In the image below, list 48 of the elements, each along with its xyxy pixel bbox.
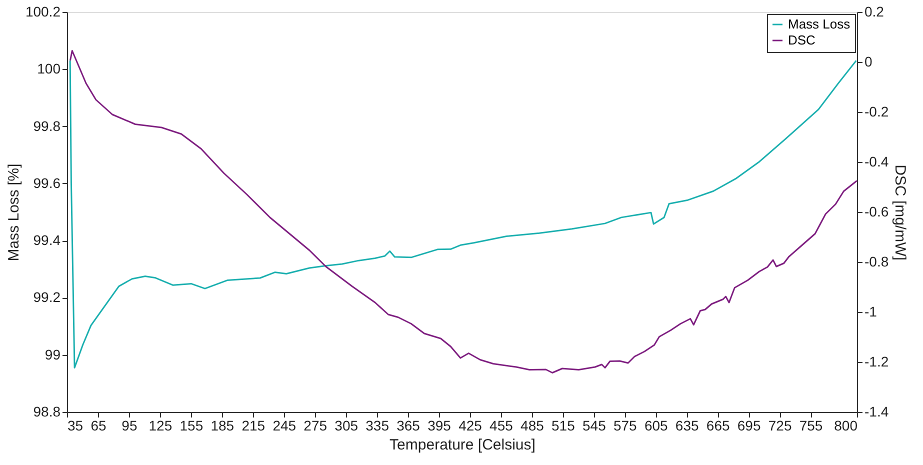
x-tick-label: 125 xyxy=(148,418,172,434)
x-tick-label: 245 xyxy=(272,418,296,434)
x-tick-label: 800 xyxy=(834,418,858,434)
x-tick-label: 35 xyxy=(68,418,84,434)
x-tick-label: 365 xyxy=(396,418,420,434)
y2-tick-label: 0.2 xyxy=(864,4,884,20)
x-tick-label: 185 xyxy=(210,418,234,434)
y-tick-label: 100 xyxy=(37,60,61,77)
y2-tick-label: -1.2 xyxy=(864,354,889,370)
x-tick-label: 635 xyxy=(675,418,699,434)
x-tick-label: 95 xyxy=(122,418,138,434)
x-axis-title: Temperature [Celsius] xyxy=(390,436,536,454)
x-tick-label: 425 xyxy=(458,418,482,434)
x-tick-label: 335 xyxy=(366,418,390,434)
y2-tick-label: -1 xyxy=(864,304,878,320)
x-tick-label: 455 xyxy=(490,418,514,434)
y2-tick-label: 0 xyxy=(864,54,872,70)
y-tick-label: 100.2 xyxy=(25,4,61,20)
legend-label: DSC xyxy=(788,32,816,48)
x-tick-label: 725 xyxy=(768,418,792,434)
y-tick-label: 99.4 xyxy=(33,232,61,248)
x-tick-label: 695 xyxy=(737,418,761,434)
x-tick-label: 515 xyxy=(552,418,576,434)
x-tick-label: 575 xyxy=(613,418,638,434)
legend-label: Mass Loss xyxy=(788,16,851,32)
x-tick-label: 545 xyxy=(582,418,606,434)
x-tick-label: 155 xyxy=(180,418,204,434)
y-tick-label: 99.8 xyxy=(33,118,61,134)
y-tick-label: 98.8 xyxy=(33,404,61,420)
x-tick-label: 755 xyxy=(799,418,823,434)
y2-tick-label: -0.2 xyxy=(864,104,889,120)
y2-tick-label: -1.4 xyxy=(864,404,889,420)
y-tick-label: 99.6 xyxy=(33,174,61,191)
x-tick-label: 305 xyxy=(334,418,358,434)
y2-axis-title: DSC [mg/mW] xyxy=(892,164,909,260)
x-tick-label: 275 xyxy=(304,418,328,434)
y-tick-label: 99 xyxy=(44,346,61,362)
x-tick-label: 605 xyxy=(644,418,668,434)
x-tick-label: 395 xyxy=(428,418,452,434)
y2-tick-label: -0.4 xyxy=(864,154,889,170)
x-tick-label: 485 xyxy=(520,418,544,434)
x-tick-label: 215 xyxy=(242,418,266,434)
y2-tick-label: -0.6 xyxy=(864,204,889,220)
x-tick-label: 665 xyxy=(706,418,730,434)
x-tick-label: 65 xyxy=(90,418,106,434)
y2-tick-label: -0.8 xyxy=(864,254,889,270)
y-tick-label: 99.2 xyxy=(33,289,61,306)
y-axis-title: Mass Loss [%] xyxy=(5,164,22,262)
